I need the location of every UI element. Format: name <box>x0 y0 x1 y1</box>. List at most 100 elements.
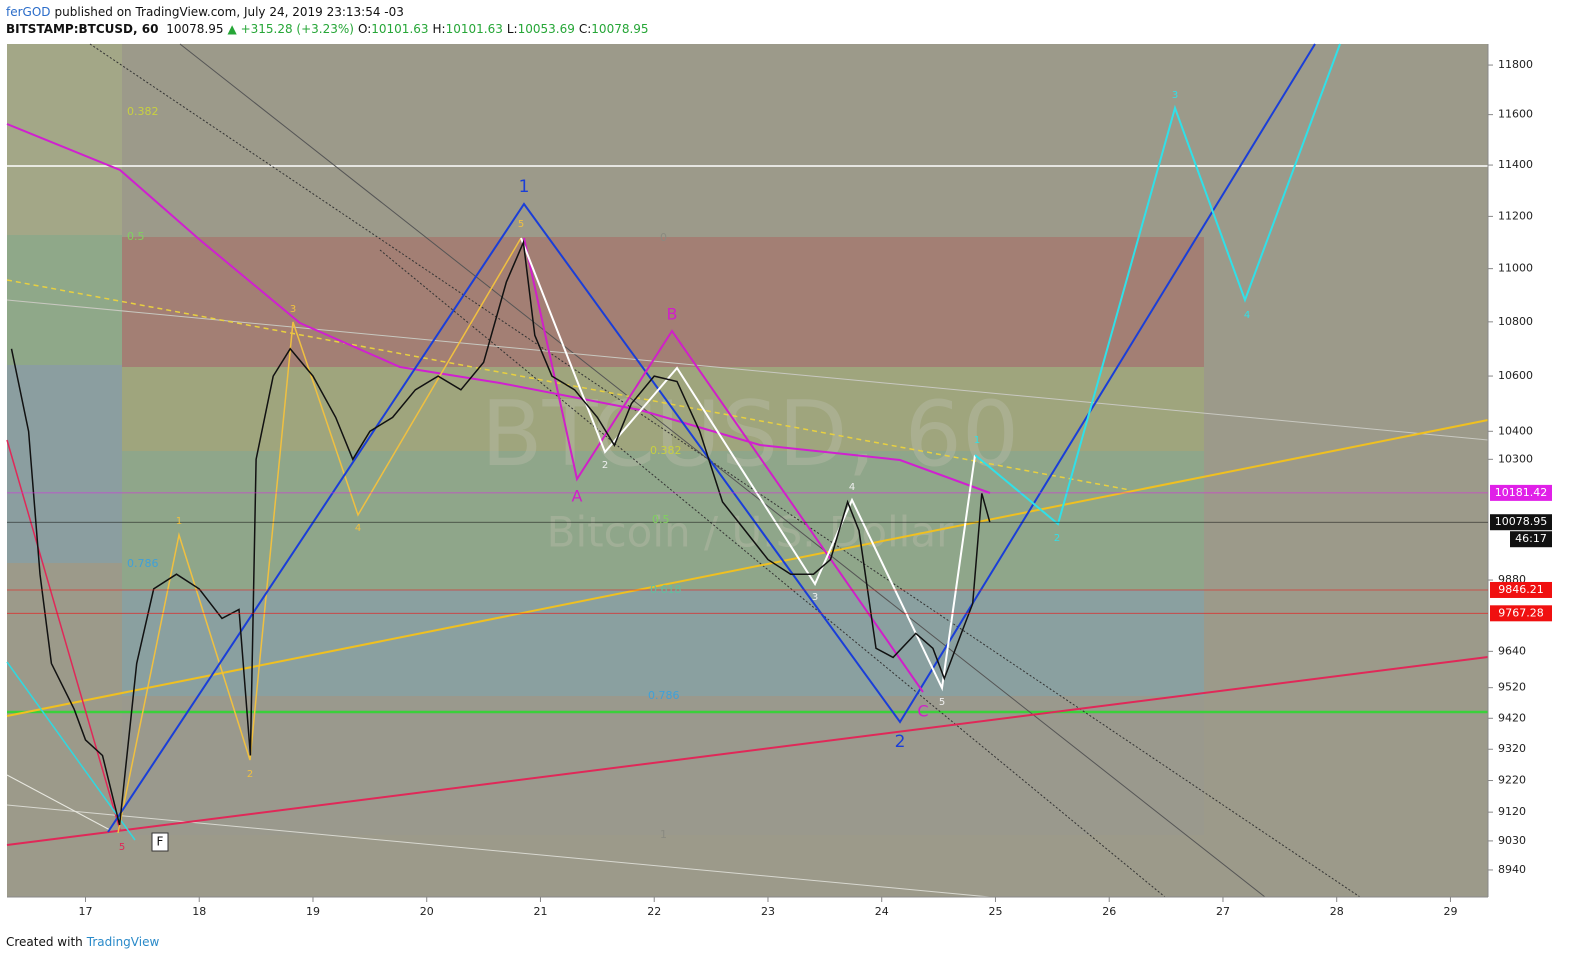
footer: Created with TradingView <box>6 935 159 949</box>
wave <box>107 43 1316 833</box>
zone <box>122 237 1204 367</box>
price-line <box>10 239 991 826</box>
zone <box>122 590 1204 696</box>
wave-label: 1 <box>519 177 530 197</box>
price-label-bg <box>1490 514 1552 531</box>
fib-label: 0 <box>660 231 667 244</box>
y-tick-label: 9220 <box>1498 774 1526 787</box>
x-tick-label: 22 <box>647 905 661 918</box>
price-label: 9767.28 <box>1498 606 1544 619</box>
wave-label: 4 <box>849 482 855 493</box>
footer-text: Created with <box>6 935 83 949</box>
y-tick-label: 11800 <box>1498 58 1533 71</box>
wave-label: 2 <box>247 769 253 780</box>
zone <box>122 367 1204 451</box>
header: ferGOD published on TradingView.com, July… <box>6 4 657 38</box>
wave-label: 5 <box>939 697 945 708</box>
wave-label: 2 <box>602 460 608 471</box>
wave-label: 5 <box>518 219 524 230</box>
wave-label: A <box>572 487 583 506</box>
x-tick-label: 20 <box>420 905 434 918</box>
y-tick-label: 11000 <box>1498 262 1533 275</box>
price-label: 9846.21 <box>1498 583 1544 596</box>
last: 10078.95 <box>166 22 224 36</box>
price-label-bg <box>1490 605 1552 622</box>
ohlc-value: 10078.95 <box>591 22 649 36</box>
label-box <box>151 832 169 852</box>
moving-average <box>6 123 991 494</box>
zone <box>7 235 122 365</box>
x-tick-label: 28 <box>1330 905 1344 918</box>
ohlc-label: L: <box>506 22 518 36</box>
wave-label: 2 <box>1054 533 1060 544</box>
fib-label: 0.786 <box>648 689 680 702</box>
footer-brand: TradingView <box>86 935 160 949</box>
zone <box>122 696 1204 835</box>
ohlc-value: 10053.69 <box>517 22 575 36</box>
wave <box>117 237 522 834</box>
y-tick-label: 11600 <box>1498 108 1533 121</box>
price-label-bg <box>1490 581 1552 598</box>
y-tick-label: 10800 <box>1498 315 1533 328</box>
ohlc-label: C: <box>578 22 592 36</box>
ohlc-value: 10101.63 <box>371 22 429 36</box>
trendline <box>6 299 1489 441</box>
wave-label: F <box>157 835 164 849</box>
trendline <box>6 656 1489 846</box>
wave-label: 2 <box>895 732 906 752</box>
zone <box>7 365 122 563</box>
fib-label: 0.5 <box>652 513 670 526</box>
channel <box>89 43 1361 898</box>
y-tick-label: 10300 <box>1498 452 1533 465</box>
x-tick-label: 17 <box>78 905 92 918</box>
wave-label: 5 <box>119 842 125 853</box>
published: published on TradingView.com, July 24, 2… <box>54 5 404 19</box>
ohlc-label: H: <box>432 22 446 36</box>
y-tick-label: 9520 <box>1498 681 1526 694</box>
wave-label: 4 <box>355 523 361 534</box>
countdown: 46:17 <box>1515 532 1547 545</box>
x-tick-label: 27 <box>1216 905 1230 918</box>
wave-label: C <box>917 702 928 721</box>
x-tick-label: 19 <box>306 905 320 918</box>
ohlc: O:10101.63 H:10101.63 L:10053.69 C:10078.95 <box>358 22 653 36</box>
publisher: ferGOD <box>6 5 51 19</box>
fib-label: 0.382 <box>650 444 682 457</box>
watermark-symbol: BTCUSD, 60 <box>481 382 1019 487</box>
x-tick-label: 21 <box>533 905 547 918</box>
ohlc-value: 10101.63 <box>445 22 503 36</box>
wave-label: 3 <box>1172 90 1178 101</box>
fib-label: 1 <box>660 828 667 841</box>
y-tick-label: 9030 <box>1498 834 1526 847</box>
y-tick-label: 9120 <box>1498 805 1526 818</box>
x-tick-label: 23 <box>761 905 775 918</box>
channel <box>379 249 1166 898</box>
wave <box>523 237 924 693</box>
x-tick-label: 24 <box>875 905 889 918</box>
y-tick-label: 11400 <box>1498 158 1533 171</box>
x-tick-label: 18 <box>192 905 206 918</box>
x-tick-label: 26 <box>1102 905 1116 918</box>
y-tick-label: 9420 <box>1498 711 1526 724</box>
y-tick-label: 10400 <box>1498 424 1533 437</box>
x-tick-label: 29 <box>1443 905 1457 918</box>
trendline <box>6 774 111 831</box>
axis-bg <box>0 897 1588 925</box>
wave-label: 4 <box>1244 310 1250 321</box>
trendline <box>6 804 991 898</box>
y-tick-label: 9640 <box>1498 644 1526 657</box>
price-label: 10078.95 <box>1495 515 1548 528</box>
y-tick-label: 8940 <box>1498 863 1526 876</box>
change: ▲ +315.28 (+3.23%) <box>227 22 354 36</box>
y-tick-label: 9320 <box>1498 742 1526 755</box>
y-tick-label: 10600 <box>1498 369 1533 382</box>
wave <box>520 237 976 692</box>
wave-label: B <box>667 305 678 324</box>
wave-label: 1 <box>176 516 182 527</box>
price-label: 10181.42 <box>1495 486 1548 499</box>
wave-label: 3 <box>812 592 818 603</box>
wave-label: 1 <box>974 435 980 446</box>
trendline <box>6 419 1489 717</box>
